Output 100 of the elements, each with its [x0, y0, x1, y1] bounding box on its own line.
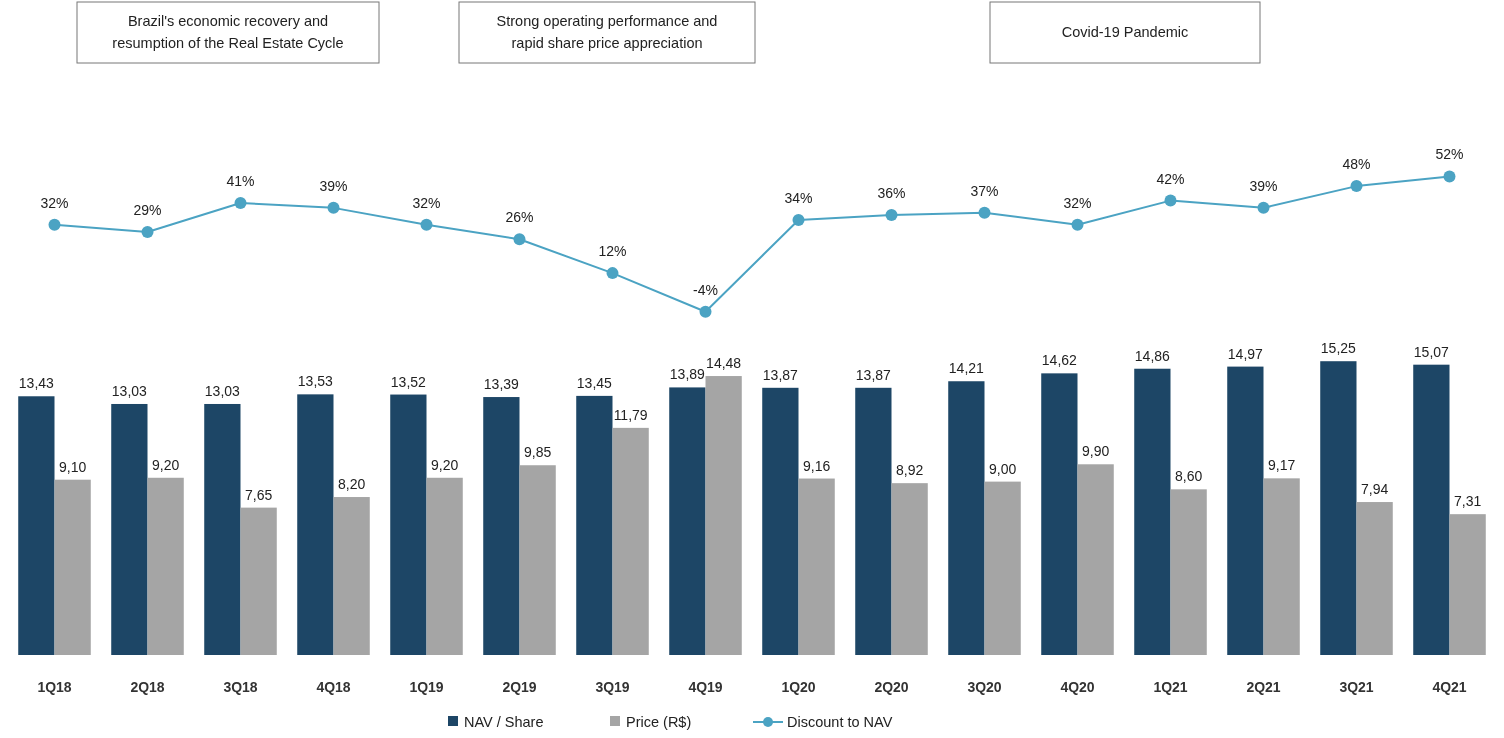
- bar: [483, 397, 520, 655]
- data-label: 8,20: [338, 476, 366, 493]
- data-label: 13,53: [297, 373, 334, 390]
- data-label: 41%: [226, 173, 255, 190]
- data-label: 12%: [598, 243, 627, 260]
- bar: [1077, 464, 1114, 655]
- point: [141, 226, 154, 239]
- bar: [1170, 489, 1207, 655]
- bar: [390, 394, 427, 655]
- legend-label: Price (R$): [626, 714, 692, 730]
- data-label: 7,65: [245, 486, 273, 503]
- bar: [705, 376, 742, 655]
- annotation: Covid-19 Pandemic: [1061, 24, 1189, 40]
- x-tick-label: 4Q20: [1060, 679, 1095, 695]
- bar: [984, 481, 1021, 655]
- data-label: 13,43: [18, 375, 55, 392]
- data-label: 34%: [784, 189, 813, 206]
- data-label: 13,45: [576, 374, 613, 391]
- data-label: 8,60: [1175, 468, 1203, 485]
- data-label: 37%: [970, 182, 999, 199]
- data-label: 32%: [40, 194, 69, 211]
- point: [234, 197, 247, 210]
- x-tick-label: 1Q20: [781, 679, 816, 695]
- x-tick-label: 1Q19: [409, 679, 444, 695]
- data-label: 13,87: [855, 366, 892, 383]
- bar: [948, 381, 985, 655]
- data-label: 7,94: [1361, 481, 1389, 498]
- annotation: Strong operating performance and rapid share price appreciation: [496, 13, 718, 51]
- x-tick-label: 3Q20: [967, 679, 1002, 695]
- point: [1350, 180, 1363, 193]
- point: [513, 233, 526, 246]
- data-label: 42%: [1156, 170, 1185, 187]
- point: [1257, 201, 1270, 214]
- bar: [426, 477, 463, 655]
- data-label: 9,90: [1082, 443, 1110, 460]
- point: [792, 213, 805, 226]
- bar: [1413, 364, 1450, 655]
- data-label: 14,48: [706, 355, 742, 372]
- bar: [519, 465, 556, 655]
- data-label: 13,03: [111, 382, 148, 399]
- x-tick-label: 2Q20: [874, 679, 909, 695]
- data-label: 32%: [412, 194, 441, 211]
- annotation: Brazil's economic recovery and resumption of the Real Estate Cycle: [112, 13, 344, 51]
- x-tick-label: 3Q19: [595, 679, 630, 695]
- bar: [612, 427, 649, 655]
- bar: [333, 497, 370, 655]
- bar: [891, 483, 928, 655]
- data-label: 13,03: [204, 382, 241, 399]
- data-label: 9,17: [1268, 457, 1296, 474]
- bar: [1449, 514, 1486, 655]
- x-tick-label: 3Q21: [1339, 679, 1374, 695]
- data-label: 39%: [319, 177, 348, 194]
- bar: [1134, 368, 1171, 655]
- data-label: 32%: [1063, 194, 1092, 211]
- data-label: -4%: [693, 281, 718, 298]
- x-tick-label: 1Q18: [37, 679, 72, 695]
- data-label: 9,00: [989, 460, 1017, 477]
- data-label: 39%: [1249, 177, 1278, 194]
- bar: [204, 403, 241, 655]
- x-tick-label: 2Q21: [1246, 679, 1281, 695]
- data-label: 26%: [505, 209, 534, 226]
- bar: [147, 477, 184, 655]
- point: [978, 206, 991, 219]
- bar: [54, 479, 91, 655]
- x-tick-label: 3Q18: [223, 679, 258, 695]
- data-label: 15,25: [1320, 340, 1357, 357]
- data-label: 8,92: [896, 462, 924, 479]
- data-label: 13,89: [669, 366, 706, 383]
- data-label: 36%: [877, 185, 906, 202]
- point: [327, 201, 340, 214]
- bar: [576, 395, 613, 655]
- data-label: 9,10: [59, 458, 87, 475]
- point: [48, 218, 61, 231]
- x-tick-label: 2Q18: [130, 679, 165, 695]
- bar: [1227, 366, 1264, 655]
- data-label: 14,86: [1134, 347, 1171, 364]
- point: [1164, 194, 1177, 207]
- data-label: 13,87: [762, 366, 799, 383]
- data-label: 11,79: [613, 406, 648, 423]
- bar: [798, 478, 835, 655]
- data-label: 15,07: [1413, 343, 1450, 360]
- bar: [240, 507, 277, 655]
- bar: [1356, 502, 1393, 655]
- point: [606, 267, 619, 280]
- point: [1443, 170, 1456, 183]
- data-label: 9,20: [431, 456, 459, 473]
- data-label: 52%: [1435, 146, 1464, 163]
- data-label: 13,52: [390, 373, 427, 390]
- data-label: 14,97: [1227, 345, 1264, 362]
- bar: [669, 387, 706, 655]
- data-label: 7,31: [1454, 493, 1482, 510]
- data-label: 9,20: [152, 456, 180, 473]
- point: [1071, 218, 1084, 231]
- bar: [297, 394, 334, 655]
- legend-label: NAV / Share: [464, 714, 544, 730]
- data-label: 48%: [1342, 156, 1371, 173]
- bar: [1320, 361, 1357, 655]
- point: [885, 209, 898, 222]
- x-tick-label: 4Q18: [316, 679, 351, 695]
- bar: [18, 396, 55, 655]
